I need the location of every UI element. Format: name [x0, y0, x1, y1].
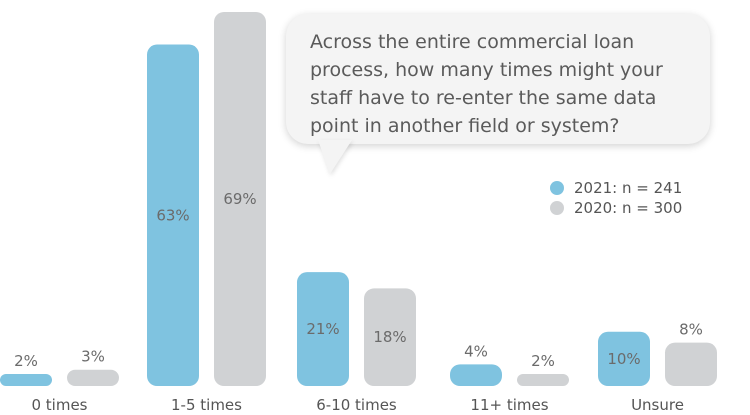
data-label-1-5-times-2020: 69% — [223, 190, 256, 208]
data-label-unsure-2020: 8% — [679, 321, 703, 339]
bar-1-5-times-2021 — [147, 44, 199, 387]
bar-11-times-2021 — [450, 364, 502, 386]
category-label-6-10-times: 6-10 times — [316, 396, 397, 414]
data-label-6-10-times-2020: 18% — [373, 328, 406, 346]
survey-question: Across the entire commercial loan proces… — [310, 31, 663, 137]
question-bubble — [286, 14, 710, 144]
category-label-unsure: Unsure — [631, 396, 684, 414]
bar-6-10-times-2020 — [364, 288, 416, 386]
legend-label-2020: 2020: n = 300 — [574, 199, 683, 217]
category-label-11-times: 11+ times — [470, 396, 548, 414]
legend-item-2021: 2021: n = 241 — [550, 178, 682, 198]
bar-0-times-2020 — [67, 369, 119, 386]
legend-item-2020: 2020: n = 300 — [550, 198, 682, 218]
bar-unsure-2020 — [665, 342, 717, 386]
bar-1-5-times-2020 — [214, 12, 266, 386]
data-label-6-10-times-2021: 21% — [306, 320, 339, 338]
category-label-1-5-times: 1-5 times — [171, 396, 242, 414]
bar-0-times-2021 — [0, 374, 52, 386]
legend-swatch-2021 — [550, 181, 564, 195]
data-label-0-times-2021: 2% — [14, 352, 38, 370]
bar-6-10-times-2021 — [297, 272, 349, 386]
bar-unsure-2021 — [598, 331, 650, 386]
data-label-0-times-2020: 3% — [81, 348, 105, 366]
data-label-11-times-2020: 2% — [531, 352, 555, 370]
question-bubble-tail — [318, 140, 352, 174]
data-label-unsure-2021: 10% — [607, 350, 640, 368]
data-label-1-5-times-2021: 63% — [156, 206, 189, 224]
data-label-11-times-2021: 4% — [464, 342, 488, 360]
category-label-0-times: 0 times — [31, 396, 87, 414]
legend: 2021: n = 241 2020: n = 300 — [550, 178, 682, 218]
bar-11-times-2020 — [517, 374, 569, 386]
legend-label-2021: 2021: n = 241 — [574, 179, 683, 197]
legend-swatch-2020 — [550, 201, 564, 215]
